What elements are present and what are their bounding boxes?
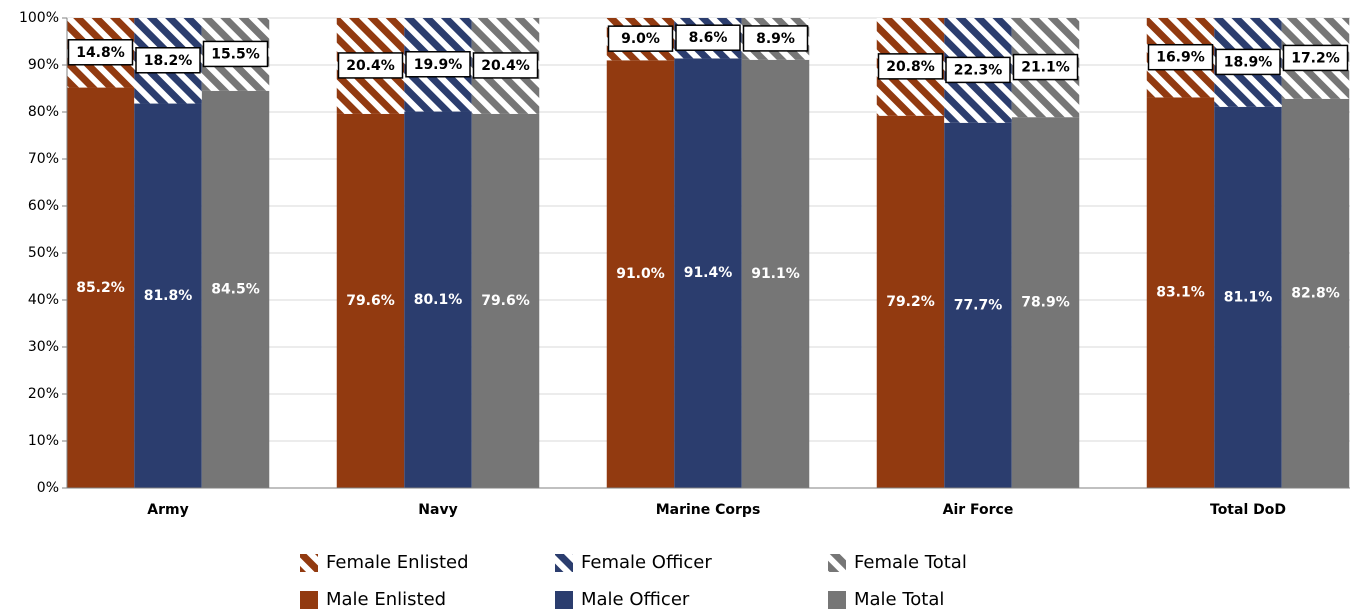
- label-box: [945, 56, 1011, 84]
- legend-swatch: [555, 591, 573, 609]
- y-tick-label: 20%: [28, 386, 59, 402]
- data-label: 17.2%: [1291, 50, 1340, 66]
- data-label: 77.7%: [954, 297, 1003, 313]
- data-label: 81.8%: [144, 288, 193, 304]
- legend-swatch: [555, 554, 573, 572]
- data-label: 15.5%: [211, 46, 260, 62]
- legend-label: Male Total: [854, 589, 944, 610]
- data-label: 18.2%: [144, 53, 193, 69]
- y-tick-label: 80%: [28, 104, 59, 120]
- data-label: 20.4%: [346, 58, 395, 74]
- data-label: 83.1%: [1156, 285, 1205, 301]
- data-label: 9.0%: [621, 31, 660, 47]
- bar-segment: [741, 59, 810, 488]
- data-label: 81.1%: [1224, 289, 1273, 305]
- data-label: 84.5%: [211, 281, 260, 297]
- bar-segment: [471, 113, 540, 488]
- data-label: 79.2%: [886, 294, 935, 310]
- y-tick-label: 40%: [28, 292, 59, 308]
- data-label: 79.6%: [481, 293, 530, 309]
- y-tick-label: 0%: [37, 480, 59, 496]
- y-tick-label: 90%: [28, 57, 59, 73]
- bar-segment: [1146, 97, 1215, 489]
- x-tick-label: Army: [147, 502, 188, 518]
- legend-swatch: [300, 554, 318, 572]
- data-label: 20.8%: [886, 59, 935, 75]
- bar-segment: [876, 115, 945, 488]
- bar-segment: [606, 60, 675, 489]
- data-label: 14.8%: [76, 45, 125, 61]
- data-label: 91.1%: [751, 266, 800, 282]
- label-box: [405, 51, 471, 78]
- label-box: [337, 52, 404, 79]
- bar-segment: [674, 58, 742, 489]
- data-label: 78.9%: [1021, 295, 1070, 311]
- data-label: 91.0%: [616, 266, 665, 282]
- legend-swatch: [828, 591, 846, 609]
- legend-label: Male Enlisted: [326, 589, 446, 610]
- label-box: [1147, 43, 1214, 71]
- label-box: [1215, 48, 1281, 76]
- label-box: [135, 47, 201, 74]
- data-label: 8.9%: [756, 31, 795, 47]
- x-tick-label: Navy: [418, 502, 457, 518]
- legend-label: Female Enlisted: [326, 552, 469, 573]
- bar-segment: [336, 113, 405, 488]
- data-label: 82.8%: [1291, 285, 1340, 301]
- bar-segment: [1281, 98, 1350, 488]
- y-tick-label: 50%: [28, 245, 59, 261]
- bar-segment: [66, 87, 135, 488]
- label-box: [472, 52, 539, 79]
- y-tick-label: 70%: [28, 151, 59, 167]
- label-box: [675, 24, 741, 51]
- y-tick-label: 100%: [19, 10, 59, 26]
- label-box: [202, 40, 269, 68]
- label-box: [1282, 44, 1349, 72]
- data-label: 21.1%: [1021, 60, 1070, 76]
- data-label: 80.1%: [414, 292, 463, 308]
- data-label: 18.9%: [1224, 54, 1273, 70]
- label-box: [742, 25, 809, 52]
- bar-segment: [201, 90, 270, 488]
- label-box: [607, 25, 674, 52]
- y-tick-label: 10%: [28, 433, 59, 449]
- data-label: 91.4%: [684, 265, 733, 281]
- label-box: [67, 39, 134, 66]
- data-label: 19.9%: [414, 57, 463, 73]
- data-label: 8.6%: [689, 30, 728, 46]
- legend-swatch: [828, 554, 846, 572]
- legend-swatch: [300, 591, 318, 609]
- bar-segment: [1011, 117, 1080, 489]
- x-tick-label: Air Force: [943, 502, 1014, 518]
- label-box: [1012, 53, 1079, 81]
- bar-segment: [404, 111, 472, 488]
- legend-label: Female Total: [854, 552, 967, 573]
- bar-segment: [134, 103, 202, 488]
- y-tick-label: 30%: [28, 339, 59, 355]
- legend-label: Male Officer: [581, 589, 690, 610]
- data-label: 79.6%: [346, 293, 395, 309]
- y-tick-label: 60%: [28, 198, 59, 214]
- data-label: 85.2%: [76, 280, 125, 296]
- bar-segment: [944, 122, 1012, 488]
- data-label: 16.9%: [1156, 50, 1205, 66]
- data-label: 22.3%: [954, 62, 1003, 78]
- legend-label: Female Officer: [581, 552, 712, 573]
- label-box: [877, 53, 944, 80]
- x-tick-label: Marine Corps: [656, 502, 761, 518]
- x-tick-label: Total DoD: [1210, 502, 1286, 518]
- data-label: 20.4%: [481, 58, 530, 74]
- bar-segment: [1214, 106, 1282, 488]
